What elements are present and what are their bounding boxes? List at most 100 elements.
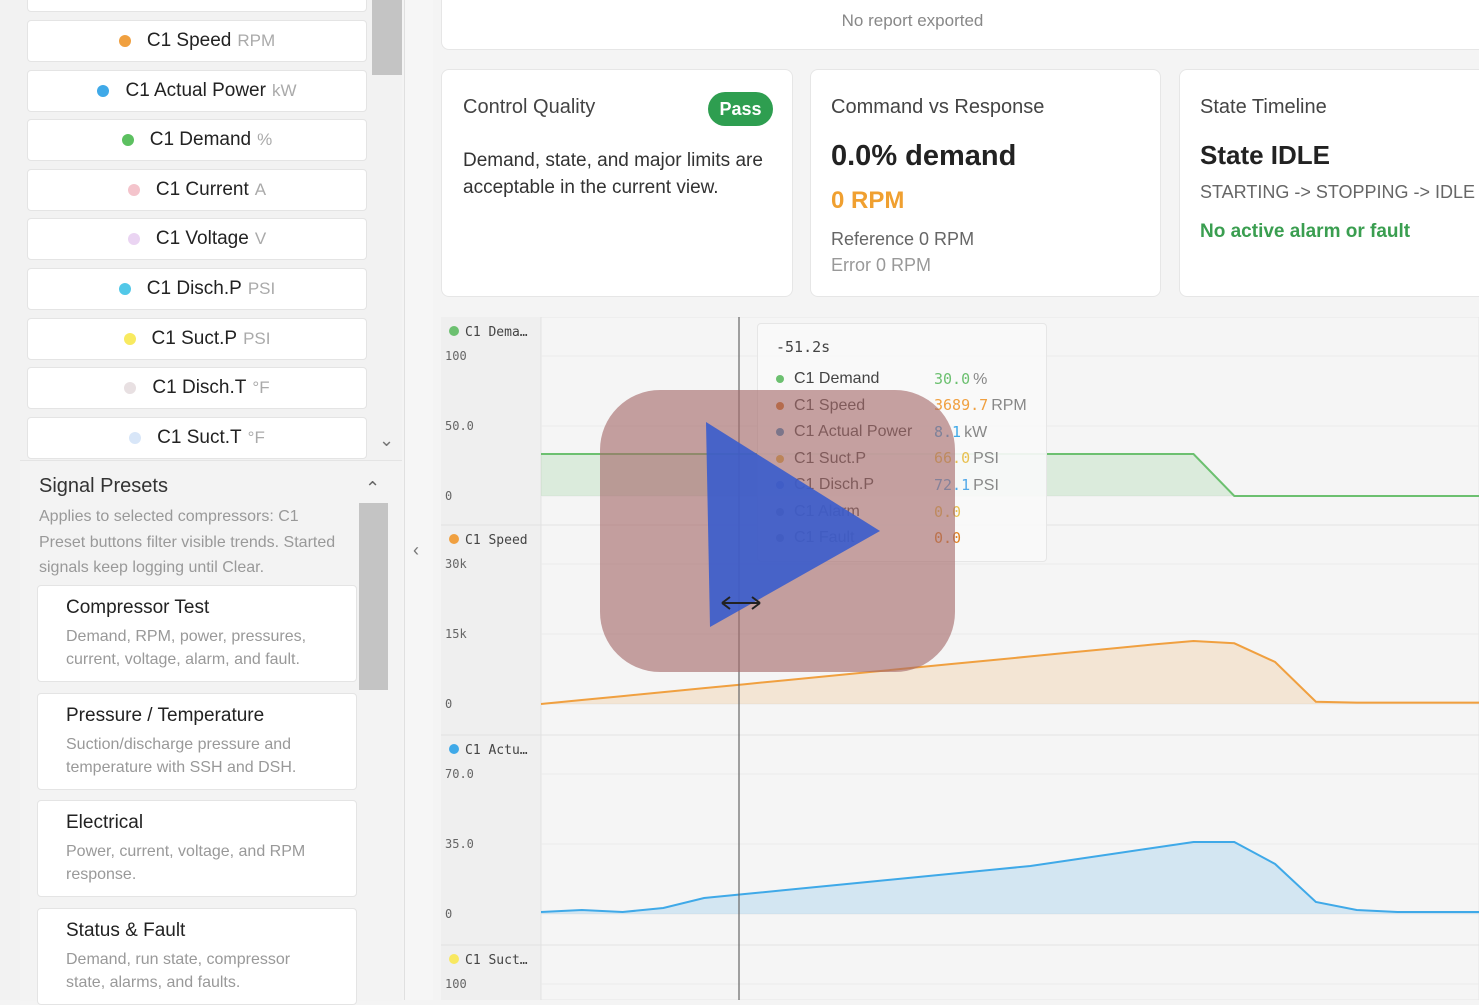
signal-dot — [127, 233, 140, 246]
unit: PSI — [973, 476, 999, 494]
collapse-button[interactable]: ‹ — [413, 540, 419, 560]
play-triangle — [706, 422, 880, 627]
card-text: Demand, state, and major limits are acce… — [463, 150, 763, 198]
signal-item[interactable]: C1 Disch.P PSI — [27, 268, 367, 310]
scroll-up[interactable]: ⌄ — [365, 477, 381, 497]
signal-name: C1 Demand — [149, 129, 252, 151]
signal-unit: °F — [247, 427, 265, 447]
preset-description: Demand, RPM, power, pressures, current, … — [66, 627, 307, 668]
reference: Reference 0 RPM — [831, 229, 975, 249]
signal-unit: PSI — [247, 279, 276, 298]
sequence: STARTING -> STOPPING -> IDLE — [1200, 182, 1476, 202]
preset-content: Pressure / Temperature Suction/discharge … — [66, 705, 328, 779]
signal-name: C1 Suct.T — [157, 426, 242, 448]
preset-description: Suction/discharge pressure and temperatu… — [66, 735, 297, 776]
area-fill — [541, 842, 1479, 914]
signal-dot — [118, 35, 131, 47]
text: Applies to selected compressors: C1 — [39, 508, 299, 525]
y-tick-label: 0 — [445, 907, 452, 921]
signal-name: C1 Suct.P — [151, 327, 238, 349]
presets-title: Signal Presets — [39, 475, 168, 497]
presets-description: Applies to selected compressors: C1 Pres… — [39, 504, 361, 580]
chart-label: C1 Speed — [465, 533, 528, 548]
preset-content: Compressor Test Demand, RPM, power, press… — [66, 597, 328, 671]
card-title: Command vs Response — [831, 96, 1045, 118]
tooltip-time: -51.2s — [776, 338, 831, 356]
signal-item[interactable]: C1 Disch.T °F — [27, 367, 367, 410]
preset-button[interactable]: Status & Fault Demand, run state, compres… — [37, 908, 357, 1005]
scrollbar-thumb[interactable] — [372, 0, 402, 75]
signal-unit: RPM — [237, 31, 276, 50]
value: 3689.7 — [934, 396, 989, 414]
signal-unit: V — [254, 229, 267, 249]
resize-cursor — [721, 596, 761, 610]
legend-dot — [449, 534, 459, 544]
quality-card: Control Quality Pass Demand, state, and … — [441, 69, 793, 297]
signal-unit: A — [254, 179, 267, 199]
signal-unit: °F — [252, 378, 270, 398]
signal-name: C1 Disch.P — [146, 278, 242, 299]
label-column — [441, 317, 541, 1000]
signal-item[interactable]: C1 Demand% — [27, 119, 367, 162]
divider[interactable] — [404, 0, 434, 1000]
signal-name: C1 Disch.T — [152, 377, 247, 399]
signal-name: C1 Voltage — [155, 228, 249, 250]
signal-unit: kW — [271, 80, 297, 100]
scroll-down[interactable]: ⌄ — [379, 430, 395, 450]
signal-item[interactable]: C1 Voltage V — [27, 218, 367, 261]
signal-item[interactable]: C1 Suct.P PSI — [27, 317, 367, 360]
signal-item[interactable]: C1 Current A — [27, 168, 367, 211]
preset-button[interactable]: Compressor Test Demand, RPM, power, press… — [37, 585, 357, 682]
preset-title: Compressor Test — [66, 596, 210, 618]
chart-label: C1 Dema… — [465, 325, 528, 340]
signal-name: C1 Actual Power — [125, 79, 266, 101]
signal-dot — [123, 332, 136, 345]
signal-dot — [124, 382, 137, 395]
preset-description: Power, current, voltage, and RPM respons… — [66, 842, 306, 883]
chart-label: C1 Actu… — [465, 743, 528, 758]
signal-dot — [97, 84, 110, 97]
status-badge: Pass — [708, 92, 773, 126]
unit: PSI — [973, 450, 999, 467]
preset-button[interactable]: Pressure / Temperature Suction/discharge … — [37, 693, 357, 790]
signal-item[interactable]: C1 Suct.T °F — [27, 416, 367, 459]
timeline-card: State Timeline State IDLE STARTING -> ST… — [1179, 69, 1479, 297]
preset-title: Pressure / Temperature — [66, 704, 265, 726]
legend-dot — [449, 744, 459, 754]
preset-description: Demand, run state, compressor state, ala… — [66, 950, 291, 991]
play-icon[interactable] — [600, 390, 955, 672]
rpm-value: 0 RPM — [831, 187, 905, 214]
series-line — [540, 639, 1479, 705]
report-status: No report exported — [841, 11, 984, 30]
preset-button[interactable]: Electrical Power, current, voltage, and R… — [37, 800, 357, 897]
signal-item[interactable]: C1 Actual Power kW — [27, 69, 367, 112]
signal-dot — [121, 134, 134, 147]
series-value: 3689.7 RPM — [934, 396, 1027, 415]
preset-content: Status & Fault Demand, run state, compres… — [66, 920, 328, 994]
series-dot — [776, 375, 784, 383]
series-value: 30.0% — [934, 370, 987, 389]
signal-unit: % — [257, 130, 273, 150]
y-tick-label: 0 — [445, 697, 452, 711]
y-tick-label: 0 — [445, 489, 452, 503]
card-title: State Timeline — [1200, 96, 1327, 118]
series-line — [540, 841, 1479, 914]
y-tick-label: 35.0 — [445, 837, 474, 851]
scrollbar-thumb[interactable] — [359, 503, 388, 690]
preset-title: Electrical — [66, 811, 144, 833]
unit: RPM — [991, 397, 1027, 414]
y-tick-label: 50.0 — [445, 419, 474, 433]
unit: % — [973, 370, 988, 388]
chart-label: C1 Suct… — [465, 953, 528, 968]
signal-item[interactable] — [27, 0, 367, 12]
tooltip-row: C1 Demand 30.0% — [776, 367, 1036, 391]
area-fill — [541, 641, 1479, 704]
legend-dot — [449, 954, 459, 964]
signal-item[interactable]: C1 Speed RPM — [27, 20, 367, 62]
value: 30.0 — [934, 369, 971, 388]
signal-dot — [129, 431, 142, 444]
y-tick-label: 100 — [445, 977, 467, 991]
alarm-status: No active alarm or fault — [1200, 221, 1411, 242]
signal-dot — [118, 283, 131, 295]
